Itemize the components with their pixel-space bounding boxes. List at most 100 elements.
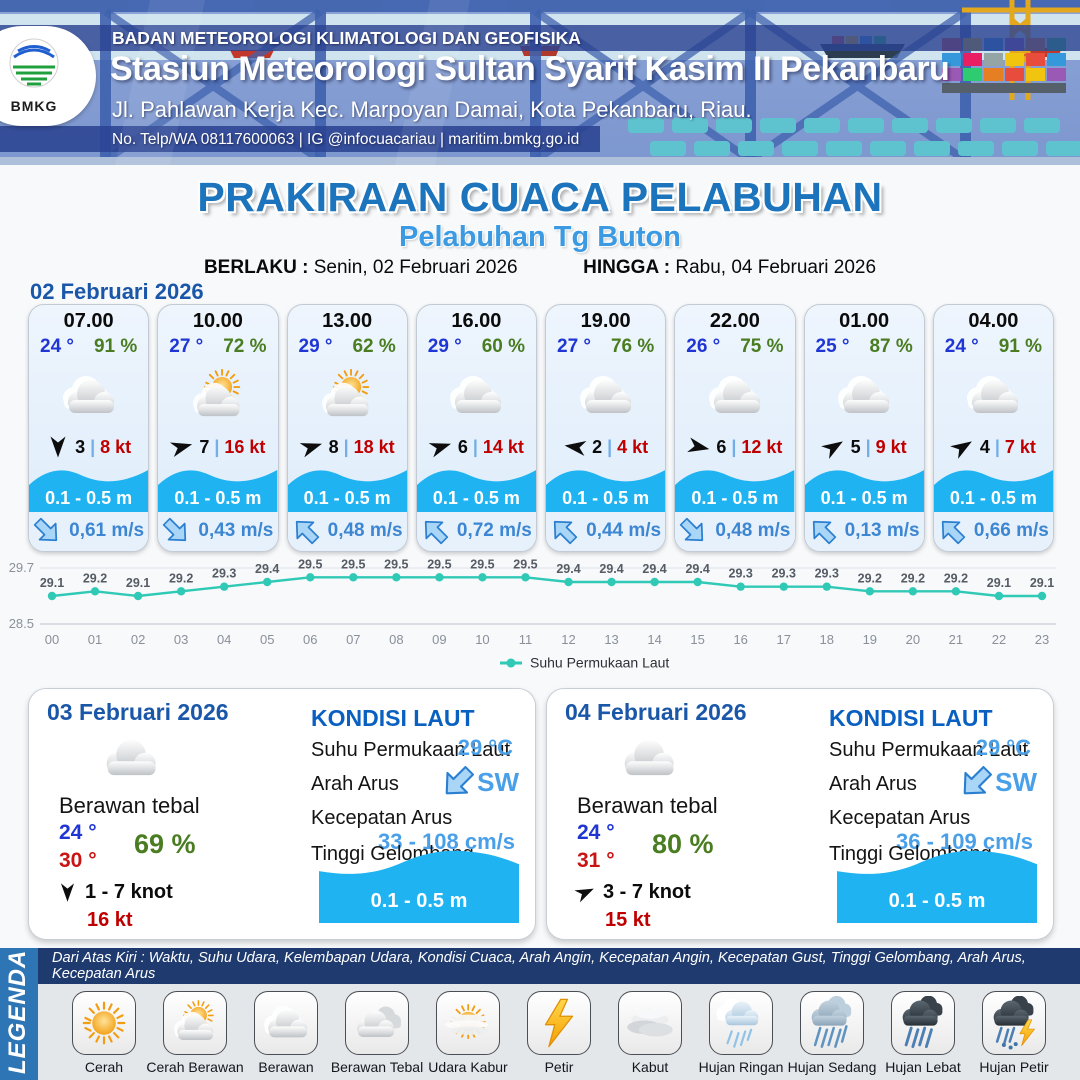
weather-icon [91,723,167,791]
wind-direction-icon [817,431,850,464]
svg-text:21: 21 [949,632,963,647]
legend-item-label: Berawan Tebal [330,1059,424,1075]
wind-direction-icon [562,434,589,461]
humidity: 91 % [93,335,138,357]
current-dir-value: SW [995,766,1037,797]
wind-speed: 8 [328,436,339,457]
svg-text:11: 11 [519,632,533,647]
svg-text:13: 13 [604,632,618,647]
gust-speed: 16 kt [87,909,133,931]
legend-item: Petir [515,991,603,1080]
forecast-card: 07.00 24 ° 91 % 3 | 8 kt 0.1 - 0.5 m 0,61 m… [28,304,150,552]
wave-height: 0.1 - 0.5 m [888,890,986,912]
legend-icons-row: Cerah Cerah Berawan Berawan Berawan Teba… [38,984,1080,1080]
weather-icon [805,361,924,432]
legend-item-label: Cerah [84,1059,124,1075]
humidity: 76 % [610,335,655,357]
wave-band: 0.1 - 0.5 m [546,463,666,512]
forecast-time: 16.00 [451,310,502,332]
svg-text:29.2: 29.2 [901,571,925,585]
wave-band: 0.1 - 0.5 m [804,463,924,512]
weather-icon [29,361,148,432]
svg-text:Suhu Permukaan Laut: Suhu Permukaan Laut [530,655,669,671]
svg-text:04: 04 [217,632,231,647]
current-direction-icon [28,512,67,552]
current-direction-icon [952,758,1000,806]
humidity: 75 % [740,335,784,357]
svg-text:03: 03 [174,632,188,647]
wave-band: 0.1 - 0.5 m [675,463,795,512]
berawan-tebal-icon [345,991,409,1055]
forecast-card: 01.00 25 ° 87 % 5 | 9 kt 0.1 - 0.5 m 0,13 m… [803,304,925,552]
berlaku-label: BERLAKU : [203,257,309,278]
weather-icon [417,361,536,432]
svg-text:29.1: 29.1 [1030,576,1054,590]
legend-item-label: Hujan Ringan [698,1059,784,1075]
weather-condition: Berawan tebal [577,793,718,818]
wave-height: 0.1 - 0.5 m [432,487,520,508]
sst-value: 29 °C [457,735,513,760]
wave-band: 0.1 - 0.5 m [416,463,536,512]
legend-item-label: Berawan [258,1059,314,1075]
wind-speed: 6 [716,436,727,457]
gust-speed: 15 kt [605,909,651,931]
svg-text:29.5: 29.5 [470,557,494,571]
wind-speed: 6 [457,436,468,457]
svg-text:29.1: 29.1 [126,576,150,590]
weather-icon [158,361,277,432]
humidity: 69 % [134,829,196,859]
legend-item-label: Cerah Berawan [146,1059,244,1075]
svg-text:29.2: 29.2 [169,571,193,585]
svg-text:29.2: 29.2 [944,571,968,585]
wave-band: 0.1 - 0.5 m [933,463,1053,512]
sst-label: Suhu Permukaan Laut [311,739,511,761]
svg-text:29.2: 29.2 [83,571,107,585]
svg-text:29.3: 29.3 [815,567,839,581]
current-speed: 0,44 m/s [586,520,662,542]
current-speed-value: 33 - 108 cm/s [378,829,515,854]
svg-text:17: 17 [777,632,791,647]
hingga-value: Rabu, 04 Februari 2026 [675,257,877,278]
wave-band: 0.1 - 0.5 m [158,463,278,512]
wind-speed: 5 [850,436,861,457]
gust-speed: 4 kt [617,436,649,457]
svg-text:29.4: 29.4 [556,562,580,576]
hujan-lebat-icon [891,991,955,1055]
humidity: 62 % [352,335,396,357]
wind-direction-icon [296,432,326,462]
forecast-time: 01.00 [839,310,890,332]
svg-text:20: 20 [906,632,920,647]
current-direction-icon [804,512,843,552]
air-temp: 26 ° [686,335,721,357]
wind-direction-icon [572,879,600,907]
svg-text:28.5: 28.5 [9,616,34,631]
legend-item: Cerah [60,991,148,1080]
bmkg-logo: BMKG [0,26,96,126]
day1-date: 02 Februari 2026 [30,279,204,304]
current-speed: 0,61 m/s [69,520,145,542]
header-illustration [0,0,1080,165]
current-speed: 0,48 m/s [715,520,791,542]
legend-item: Udara Kabur [424,991,512,1080]
wind-direction-icon [168,433,197,462]
current-speed: 0,13 m/s [844,520,920,542]
svg-text:22: 22 [992,632,1006,647]
svg-text:15: 15 [690,632,704,647]
bmkg-logo-text: BMKG [10,98,58,114]
humidity: 80 % [652,829,714,859]
svg-text:29.3: 29.3 [729,567,753,581]
svg-text:29.5: 29.5 [384,557,408,571]
weather-icon [934,361,1053,432]
svg-text:18: 18 [820,632,834,647]
forecast-time: 04.00 [968,310,1019,332]
current-direction-icon [287,512,326,552]
legend-item: Hujan Lebat [879,991,967,1080]
forecast-card: 16.00 29 ° 60 % 6 | 14 kt 0.1 - 0.5 m 0,72 … [415,304,537,552]
forecast-time: 22.00 [709,310,760,332]
separator: | [214,436,220,457]
wave-height: 0.1 - 0.5 m [820,487,908,508]
port-name: Pelabuhan Tg Buton [399,221,681,253]
separator: | [607,436,613,457]
legend-item: Berawan Tebal [330,991,424,1080]
separator: | [731,436,737,457]
